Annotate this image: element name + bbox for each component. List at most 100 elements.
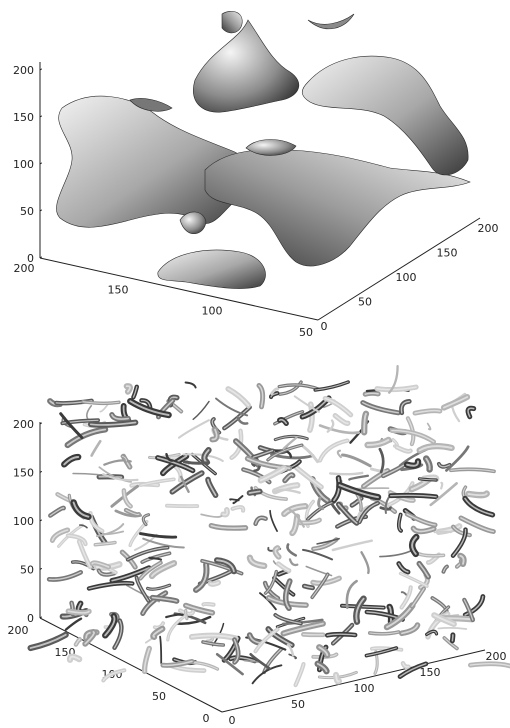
vortex-tube: [123, 489, 132, 507]
vortex-tube: [382, 464, 405, 477]
vortex-tube: [79, 524, 88, 529]
tick-label: 100: [202, 305, 223, 318]
vortex-tube: [67, 610, 90, 614]
vortex-tube: [388, 605, 392, 623]
vortex-tube: [378, 447, 385, 474]
vortex-tube: [174, 615, 212, 625]
vortex-tube: [232, 495, 244, 505]
vortex-tube: [398, 514, 402, 532]
vortex-tube: [366, 439, 390, 446]
vortex-tube: [59, 412, 84, 440]
panel-2-vortex-isosurface: 0 50 100 150 200 200 150 100 50 0 0 50 100 150 200: [8, 364, 510, 727]
vortex-tube: [248, 634, 262, 644]
vortex-tube: [284, 474, 294, 482]
tick-label: 200: [478, 222, 499, 235]
vortex-tube: [418, 562, 430, 578]
tick-label: 200: [8, 624, 29, 637]
vortex-tube: [143, 647, 151, 673]
tick-mark: [39, 422, 43, 425]
vortex-tube: [318, 424, 361, 435]
tick-mark: [39, 519, 43, 522]
panel-1-surface: [56, 11, 471, 289]
vortex-tube: [88, 582, 133, 590]
vortex-tube: [185, 609, 188, 620]
vortex-tube: [282, 436, 298, 450]
vortex-tube: [274, 614, 302, 624]
vortex-tube: [69, 655, 81, 661]
vortex-tube: [162, 660, 193, 667]
tick-label: 150: [420, 666, 441, 679]
vortex-tube: [341, 453, 372, 468]
vortex-tube: [414, 409, 441, 414]
vortex-tube: [360, 551, 370, 575]
vortex-tube: [400, 400, 410, 414]
surface-blob: [301, 55, 469, 176]
vortex-tube: [311, 573, 329, 598]
tick-label: 100: [13, 158, 34, 171]
vortex-tube: [314, 381, 349, 391]
vortex-tube: [232, 506, 244, 512]
tick-label: 200: [486, 650, 507, 663]
vortex-tube: [286, 643, 295, 657]
panel-2-axes: [39, 422, 486, 713]
vortex-tube: [140, 562, 162, 579]
vortex-tube: [61, 419, 99, 424]
vortex-tube: [401, 624, 419, 635]
panel-1-z-ticks: 0 50 100 150 200: [13, 64, 43, 265]
vortex-tube: [248, 490, 261, 494]
vortex-tube: [67, 534, 87, 545]
tick-label: 200: [13, 64, 34, 77]
vortex-tube: [388, 364, 399, 394]
vortex-tube: [251, 664, 283, 685]
tick-label: 50: [358, 296, 372, 309]
vortex-tube: [142, 514, 149, 526]
vortex-tube: [263, 648, 282, 673]
vortex-tube: [379, 506, 392, 511]
vortex-tube: [166, 614, 187, 642]
vortex-tube: [63, 456, 80, 466]
vortex-tube: [156, 456, 194, 472]
tick-label: 200: [14, 262, 35, 275]
vortex-tube: [75, 638, 81, 646]
vortex-tube: [147, 584, 171, 590]
vortex-tube: [376, 386, 417, 391]
tick-label: 50: [291, 698, 305, 711]
vortex-tube: [259, 467, 285, 482]
vortex-tube: [272, 488, 301, 494]
vortex-tube: [162, 455, 188, 475]
vortex-tube: [312, 577, 340, 585]
vortex-tube: [451, 634, 454, 642]
tick-label: 0: [203, 712, 210, 725]
vortex-tube: [269, 509, 278, 532]
vortex-tube: [426, 630, 437, 635]
vortex-tube: [82, 401, 120, 404]
panel-1-left-base-axis: [39, 257, 319, 321]
vortex-tube: [318, 646, 329, 657]
tick-label: 200: [13, 418, 34, 431]
vortex-tube: [291, 515, 298, 534]
vortex-tube: [89, 421, 137, 426]
vortex-tube: [445, 445, 470, 472]
vortex-tube: [437, 627, 468, 630]
vortex-tube: [211, 428, 218, 441]
vortex-tube: [236, 415, 249, 425]
vortex-tube: [317, 496, 325, 511]
vortex-tube: [438, 463, 451, 468]
vortex-tube: [90, 439, 102, 457]
vortex-tube: [180, 475, 190, 493]
surface-blob: [204, 149, 471, 267]
vortex-tube: [192, 400, 210, 421]
vortex-tube: [151, 596, 178, 602]
vortex-tube: [345, 579, 358, 609]
vortex-tube: [200, 513, 223, 518]
vortex-tube: [282, 622, 324, 635]
vortex-tube: [398, 562, 409, 573]
vortex-tube: [111, 413, 129, 420]
vortex-tube: [121, 455, 127, 462]
vortex-tube: [406, 460, 419, 467]
tick-label: 150: [437, 247, 458, 260]
tick-label: 50: [299, 326, 313, 339]
vortex-tube: [324, 397, 352, 416]
